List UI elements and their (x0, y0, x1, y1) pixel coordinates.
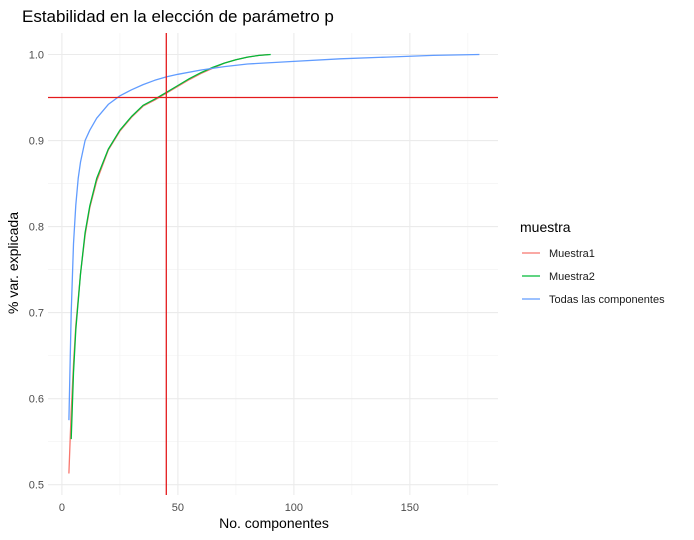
series-line-muestra2 (70, 53, 271, 440)
x-tick-label: 100 (285, 502, 303, 514)
plot-panel (48, 33, 498, 495)
x-tick-label: 50 (172, 502, 184, 514)
series-line-todas-las-componentes (68, 53, 480, 421)
reference-lines (48, 33, 498, 495)
series-line-muestra1 (68, 53, 269, 474)
y-axis-ticks: 0.5 0.6 0.7 0.8 0.9 1.0 (29, 50, 44, 492)
legend-entries: Muestra1 Muestra2 Todas las componentes (522, 248, 665, 306)
y-tick-label: 0.9 (29, 136, 44, 148)
x-tick-label: 0 (59, 502, 65, 514)
y-tick-label: 0.8 (29, 222, 44, 234)
y-tick-label: 0.6 (29, 394, 44, 406)
chart-title: Estabilidad en la elección de parámetro … (22, 7, 334, 26)
y-tick-label: 1.0 (29, 50, 44, 62)
y-axis-title: % var. explicada (5, 212, 21, 314)
legend: muestra Muestra1 Muestra2 Todas las compon… (520, 219, 665, 306)
x-axis-ticks: 0 50 100 150 (59, 502, 419, 514)
legend-title: muestra (520, 219, 571, 235)
grid-minor (48, 33, 498, 495)
legend-label: Muestra2 (549, 271, 595, 283)
y-tick-label: 0.7 (29, 308, 44, 320)
grid-major (48, 33, 498, 495)
legend-label: Muestra1 (549, 248, 595, 260)
x-axis-title: No. componentes (219, 515, 329, 531)
series-layer (68, 53, 480, 474)
y-tick-label: 0.5 (29, 480, 44, 492)
legend-label: Todas las componentes (549, 294, 665, 306)
x-tick-label: 150 (401, 502, 419, 514)
